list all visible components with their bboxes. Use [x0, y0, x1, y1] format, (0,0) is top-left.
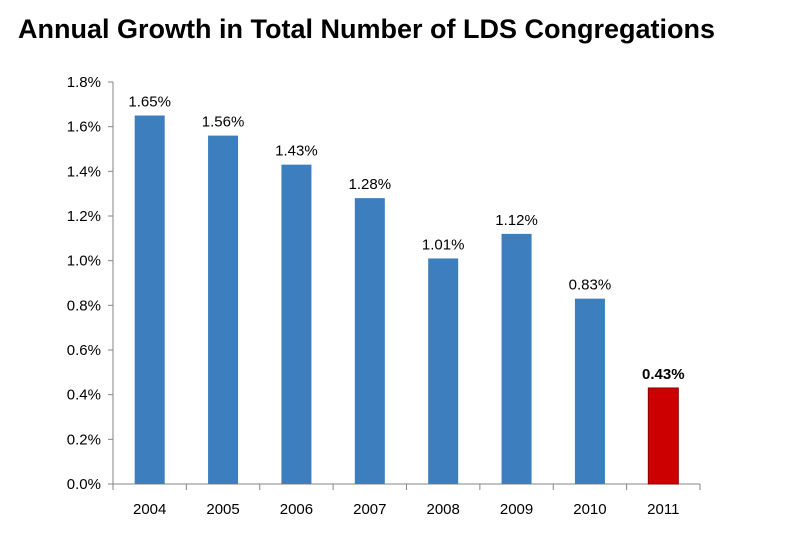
x-tick-label: 2006: [280, 501, 313, 518]
x-tick-label: 2004: [133, 501, 166, 518]
chart-title: Annual Growth in Total Number of LDS Con…: [18, 14, 715, 44]
bar: [281, 164, 312, 484]
x-tick-label: 2007: [353, 501, 386, 518]
y-tick-label: 1.0%: [67, 253, 101, 270]
y-tick-label: 0.8%: [67, 297, 101, 314]
bar-highlight: [647, 387, 679, 485]
data-label: 1.28%: [349, 176, 392, 193]
y-tick-label: 1.6%: [67, 119, 101, 136]
y-tick-label: 0.2%: [67, 431, 101, 448]
x-axis: 2004 2005 2006 2007 2008 2009 2010 2011: [112, 483, 701, 518]
bar: [428, 258, 459, 484]
y-axis: 0.0% 0.2% 0.4% 0.6% 0.8% 1.0% 1.2% 1.4% 1.6% 1.8%: [67, 74, 114, 493]
bar: [354, 198, 385, 484]
x-tick-label: 2005: [206, 501, 239, 518]
y-tick-label: 1.2%: [67, 208, 101, 225]
data-labels: 1.65% 1.56% 1.43% 1.28% 1.01% 1.12% 0.83% 0.43%: [128, 94, 684, 383]
data-label: 1.56%: [202, 114, 245, 131]
data-label: 0.83%: [569, 277, 612, 294]
bar: [208, 135, 239, 484]
y-tick-label: 0.6%: [67, 342, 101, 359]
y-tick-label: 1.4%: [67, 163, 101, 180]
x-tick-label: 2008: [427, 501, 460, 518]
bars: [134, 115, 679, 485]
y-tick-label: 1.8%: [67, 74, 101, 91]
y-tick-label: 0.4%: [67, 387, 101, 404]
bar: [134, 115, 165, 484]
x-tick-label: 2009: [500, 501, 533, 518]
data-label: 1.43%: [275, 143, 318, 160]
bar: [501, 233, 532, 484]
data-label: 1.12%: [495, 212, 538, 229]
bar: [574, 298, 605, 484]
y-tick-label: 0.0%: [67, 476, 101, 493]
data-label: 1.65%: [128, 94, 171, 111]
data-label: 1.01%: [422, 236, 465, 253]
x-tick-label: 2011: [647, 501, 679, 518]
x-tick-label: 2010: [573, 501, 606, 518]
data-label: 0.43%: [642, 366, 685, 383]
